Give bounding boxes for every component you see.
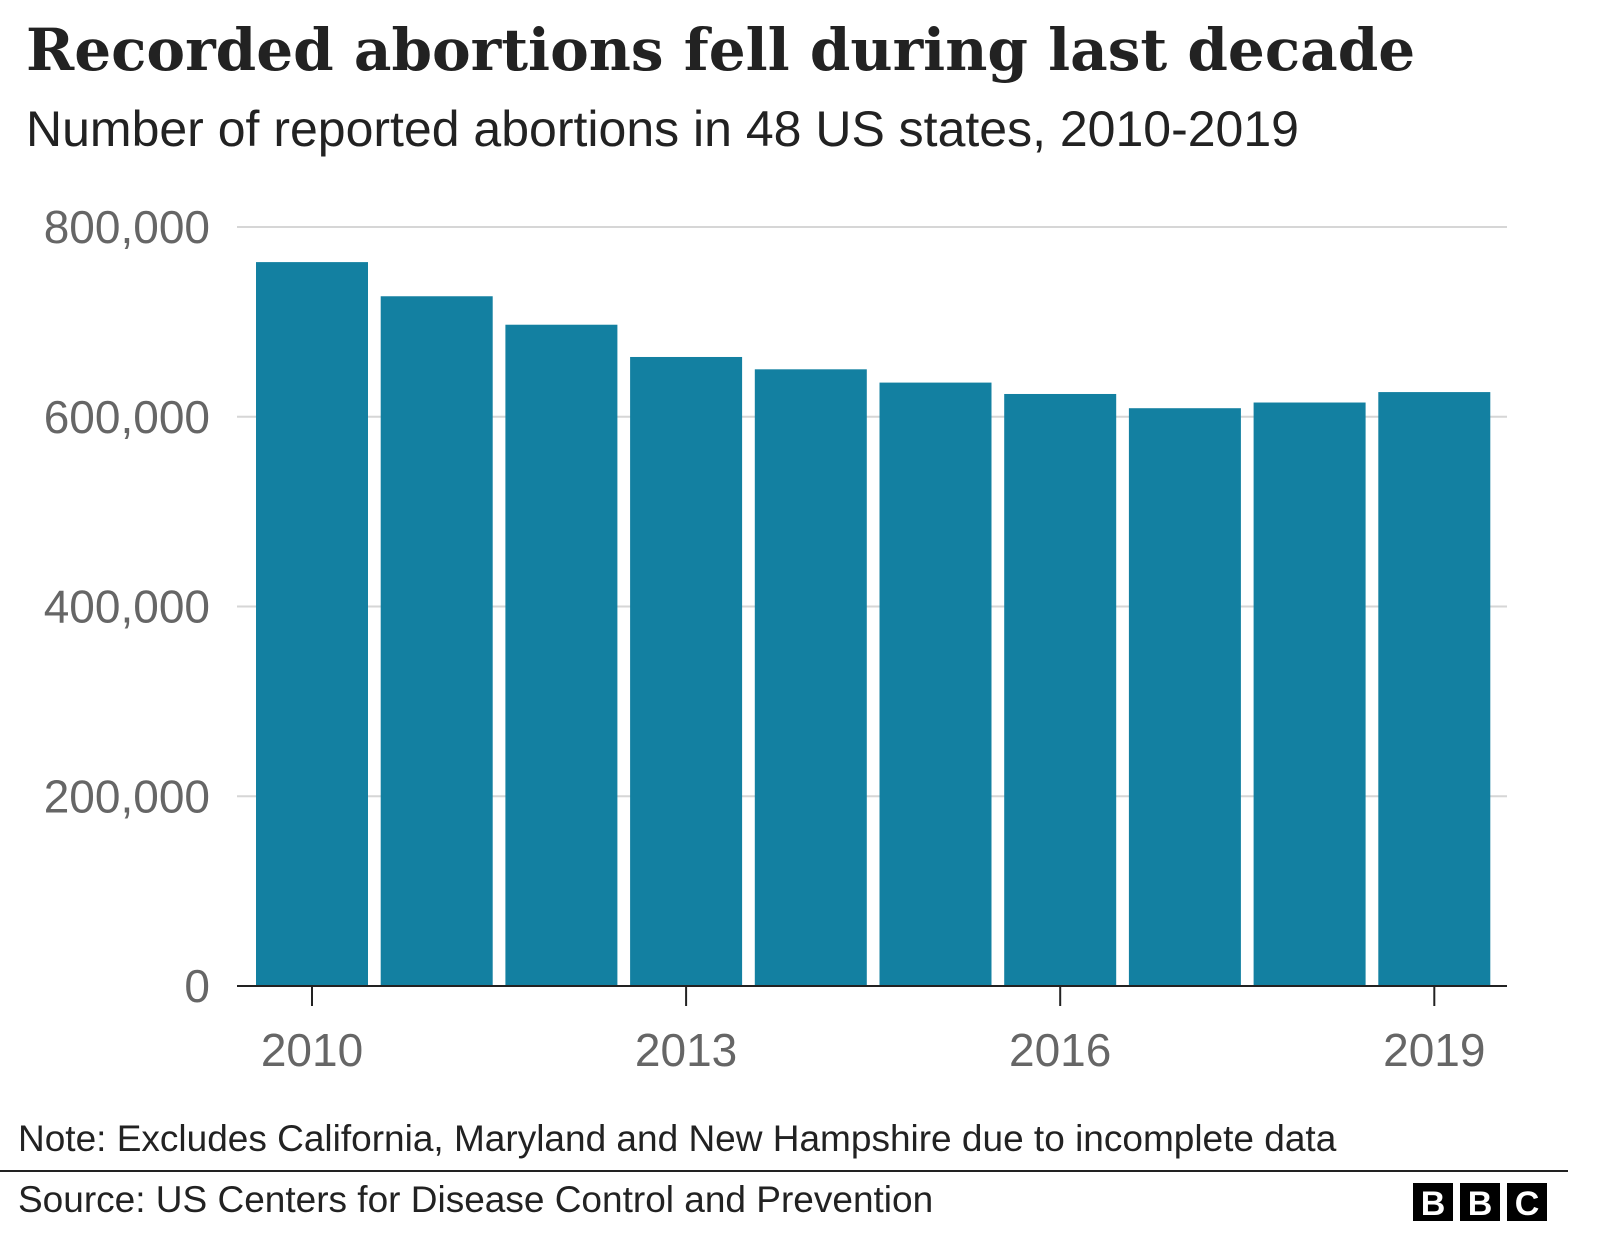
chart-subtitle: Number of reported abortions in 48 US st…	[26, 101, 1299, 157]
bar-2018	[1253, 402, 1366, 986]
bar-2013	[630, 356, 743, 986]
x-tick-label: 2019	[1383, 1024, 1485, 1076]
bar-2016	[1004, 393, 1117, 987]
x-tick-label: 2013	[635, 1024, 737, 1076]
bar-2014	[754, 369, 867, 986]
source: Source: US Centers for Disease Control a…	[18, 1179, 933, 1220]
bbc-logo-letter: C	[1515, 1185, 1540, 1223]
y-tick-label: 400,000	[44, 581, 210, 633]
bbc-logo-letter: B	[1468, 1185, 1493, 1223]
bbc-logo-block	[1507, 1183, 1547, 1221]
y-tick-label: 600,000	[44, 391, 210, 443]
y-tick-label: 800,000	[44, 201, 210, 253]
bbc-logo-block	[1413, 1183, 1453, 1221]
chart-title: Recorded abortions fell during last deca…	[26, 16, 1415, 84]
bbc-logo-letter: B	[1421, 1185, 1446, 1223]
bar-2015	[879, 382, 992, 987]
bar-2017	[1128, 408, 1241, 986]
x-tick-label: 2016	[1009, 1024, 1111, 1076]
y-tick-label: 200,000	[44, 770, 210, 822]
y-tick-label: 0	[184, 960, 210, 1012]
bar-2011	[380, 296, 493, 986]
bar-2010	[256, 262, 368, 986]
bbc-logo-block	[1460, 1183, 1500, 1221]
bar-2019	[1378, 392, 1491, 986]
note: Note: Excludes California, Maryland and …	[18, 1118, 1337, 1159]
x-tick-label: 2010	[261, 1024, 363, 1076]
bar-2012	[505, 324, 618, 986]
